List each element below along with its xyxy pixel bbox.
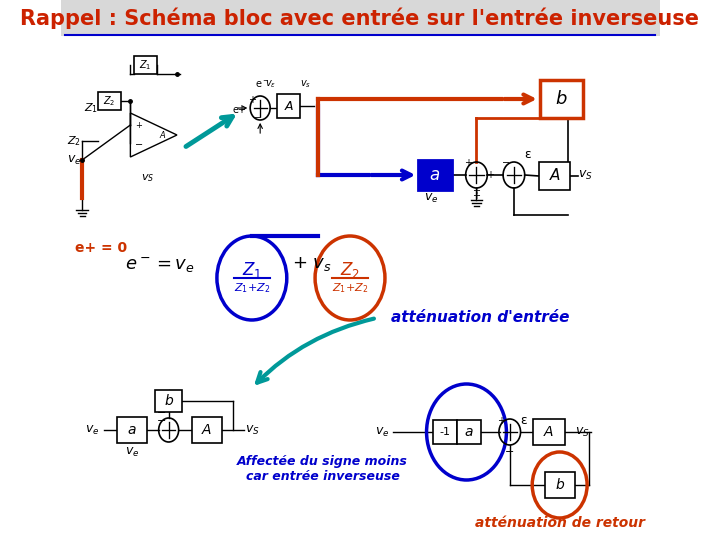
Text: +: + bbox=[486, 170, 494, 180]
Text: + $v_s$: + $v_s$ bbox=[292, 255, 331, 273]
Text: +: + bbox=[464, 158, 472, 168]
Text: $v_e$: $v_e$ bbox=[125, 446, 139, 458]
FancyBboxPatch shape bbox=[98, 92, 121, 110]
Text: $v_S$: $v_S$ bbox=[246, 423, 260, 436]
Text: $Z_1$: $Z_1$ bbox=[139, 58, 152, 72]
Text: b: b bbox=[555, 478, 564, 492]
Text: Rappel : Schéma bloc avec entrée sur l'entrée inverseuse: Rappel : Schéma bloc avec entrée sur l'e… bbox=[20, 7, 700, 29]
FancyBboxPatch shape bbox=[192, 417, 222, 443]
Text: e$^-$: e$^-$ bbox=[255, 79, 269, 90]
Text: +: + bbox=[472, 186, 480, 196]
Text: $v_ε$: $v_ε$ bbox=[264, 78, 276, 90]
Text: $v_e$: $v_e$ bbox=[86, 423, 100, 436]
Text: A: A bbox=[202, 423, 212, 437]
Text: $e^- = v_e$: $e^- = v_e$ bbox=[125, 255, 195, 274]
Text: +: + bbox=[472, 191, 480, 201]
Text: e+: e+ bbox=[233, 105, 247, 115]
Text: atténuation de retour: atténuation de retour bbox=[474, 516, 644, 530]
FancyBboxPatch shape bbox=[60, 0, 660, 36]
Text: e+ = 0: e+ = 0 bbox=[76, 241, 127, 255]
Text: $Z_2$: $Z_2$ bbox=[340, 260, 360, 280]
Text: $Z_2$: $Z_2$ bbox=[104, 94, 116, 108]
Text: $Z_2$: $Z_2$ bbox=[67, 134, 81, 148]
Text: A: A bbox=[544, 425, 554, 439]
Text: −: − bbox=[505, 447, 514, 457]
Text: A: A bbox=[549, 168, 560, 184]
Text: $v_e$: $v_e$ bbox=[67, 153, 81, 166]
Text: $v_s$: $v_s$ bbox=[300, 78, 312, 90]
Text: $Z_1$: $Z_1$ bbox=[84, 101, 98, 115]
Text: −: − bbox=[502, 158, 510, 168]
Text: +: + bbox=[135, 120, 142, 130]
Text: car entrée inverseuse: car entrée inverseuse bbox=[246, 469, 400, 483]
Text: b: b bbox=[164, 394, 173, 408]
Text: Affectée du signe moins: Affectée du signe moins bbox=[237, 456, 408, 469]
Text: b: b bbox=[556, 90, 567, 108]
Text: $Z_1$+$Z_2$: $Z_1$+$Z_2$ bbox=[234, 281, 270, 295]
Text: $Z_1$+$Z_2$: $Z_1$+$Z_2$ bbox=[332, 281, 368, 295]
FancyBboxPatch shape bbox=[540, 80, 583, 118]
Text: atténuation d'entrée: atténuation d'entrée bbox=[392, 310, 570, 326]
FancyBboxPatch shape bbox=[533, 419, 564, 445]
Text: -1: -1 bbox=[439, 427, 450, 437]
FancyBboxPatch shape bbox=[433, 420, 456, 444]
Text: −: − bbox=[254, 113, 263, 123]
Text: $v_S$: $v_S$ bbox=[575, 426, 590, 438]
Text: $Z_1$: $Z_1$ bbox=[242, 260, 262, 280]
Text: $v_S$: $v_S$ bbox=[578, 168, 593, 181]
FancyBboxPatch shape bbox=[276, 94, 300, 118]
Text: $v_e$: $v_e$ bbox=[375, 426, 390, 438]
Text: +: + bbox=[248, 95, 256, 105]
FancyBboxPatch shape bbox=[539, 162, 570, 190]
FancyBboxPatch shape bbox=[117, 417, 147, 443]
Text: A: A bbox=[159, 131, 165, 139]
Text: a: a bbox=[430, 166, 440, 184]
Text: a: a bbox=[464, 425, 473, 439]
Text: $v_S$: $v_S$ bbox=[141, 172, 155, 184]
FancyBboxPatch shape bbox=[457, 420, 481, 444]
Text: A: A bbox=[284, 99, 293, 112]
Text: −: − bbox=[156, 408, 166, 418]
Text: +: + bbox=[498, 416, 505, 426]
FancyBboxPatch shape bbox=[545, 472, 575, 498]
FancyBboxPatch shape bbox=[134, 56, 157, 74]
Text: ε: ε bbox=[521, 414, 527, 427]
Text: −: − bbox=[156, 416, 166, 426]
Text: −: − bbox=[135, 140, 143, 150]
Text: a: a bbox=[127, 423, 136, 437]
FancyBboxPatch shape bbox=[418, 160, 451, 190]
Text: ε: ε bbox=[525, 147, 531, 160]
FancyBboxPatch shape bbox=[156, 390, 182, 412]
Text: $v_e$: $v_e$ bbox=[423, 192, 438, 205]
